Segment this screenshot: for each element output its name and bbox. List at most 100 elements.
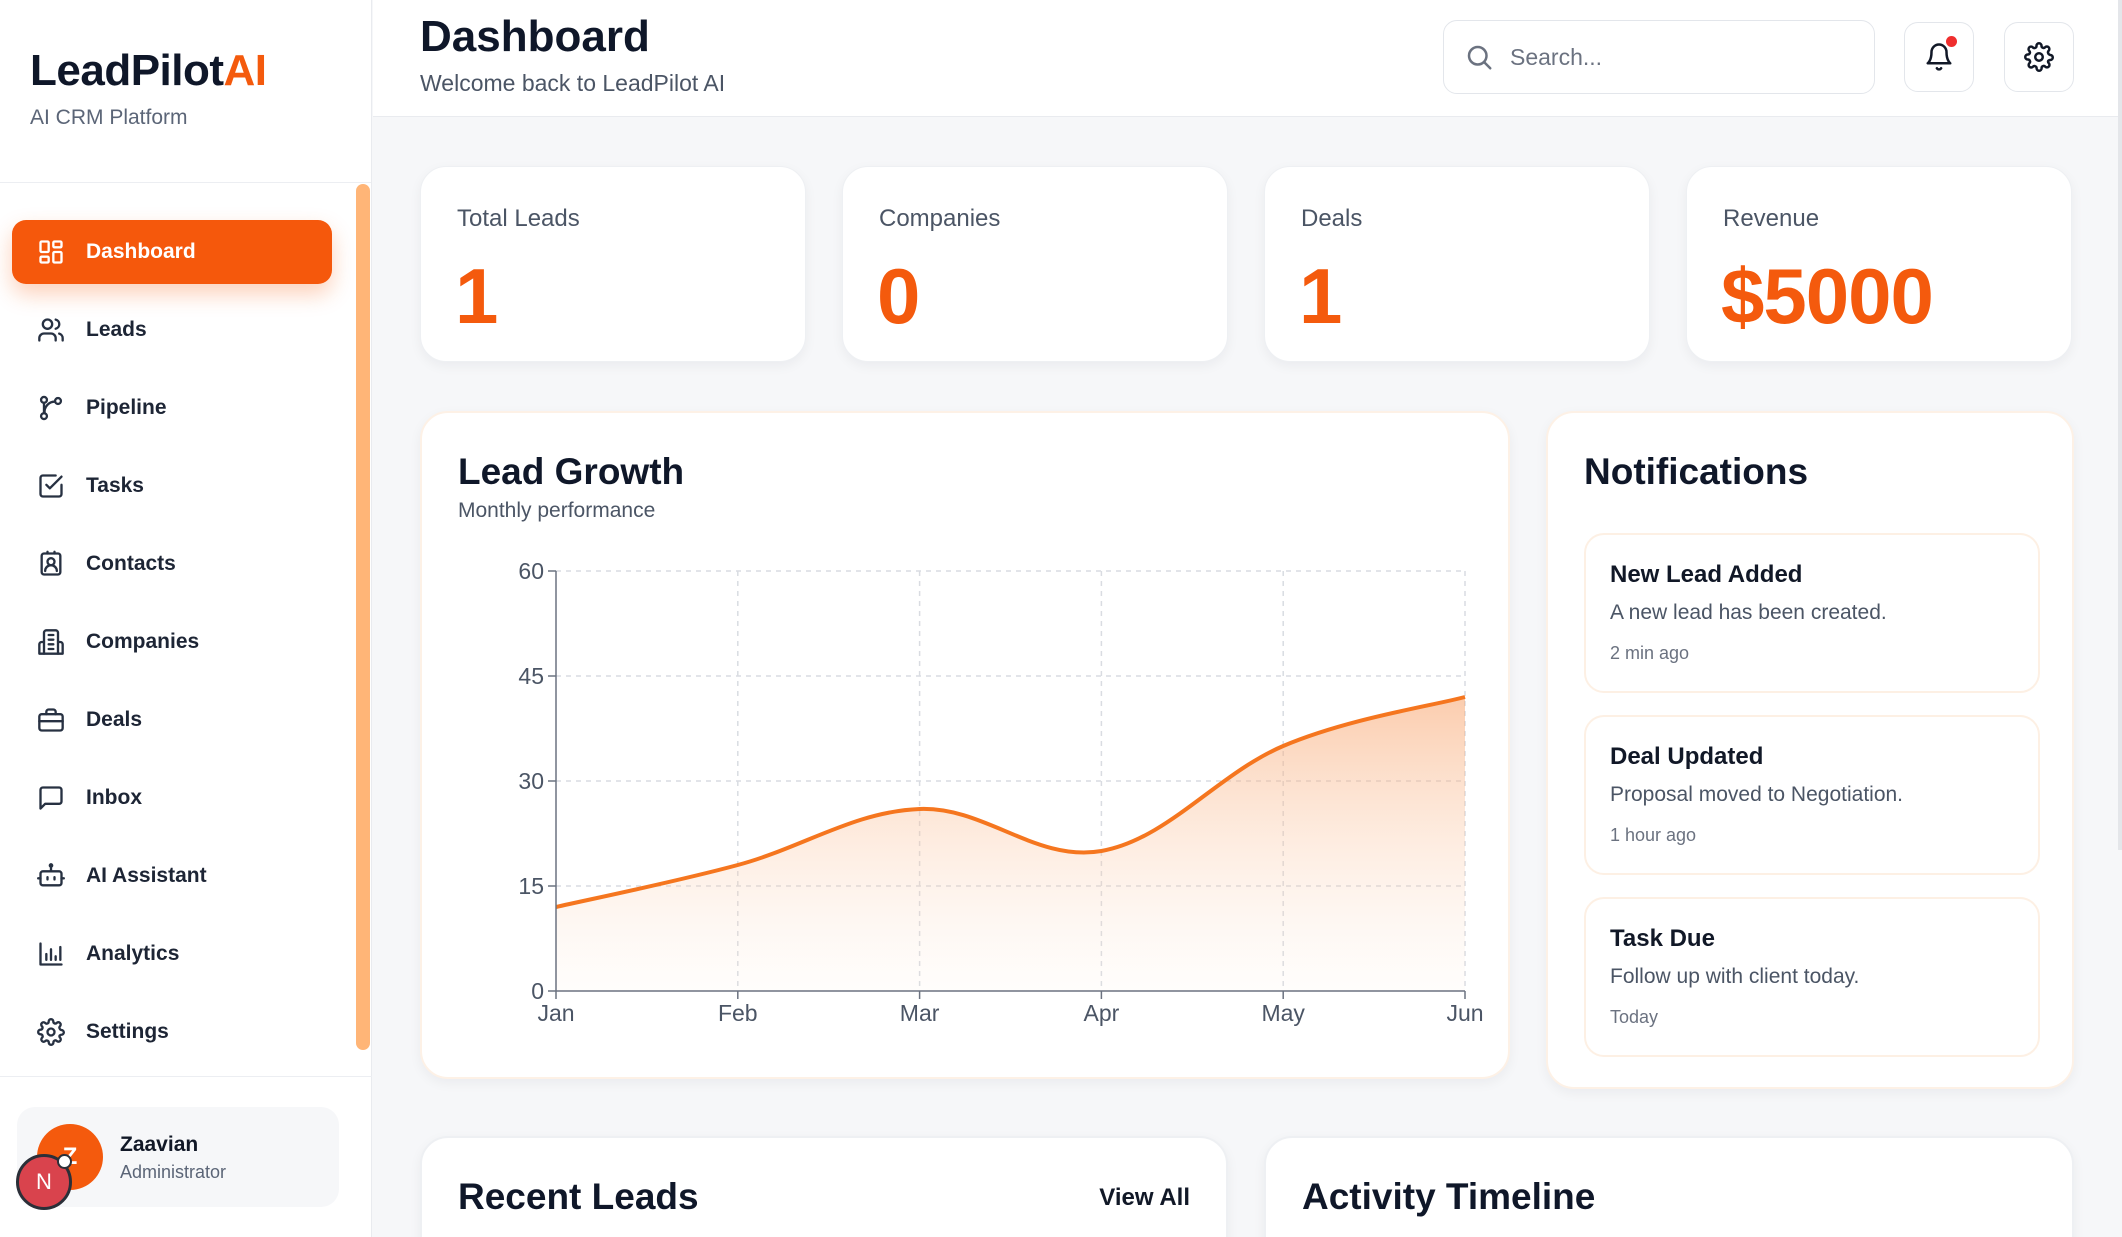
briefcase-icon <box>36 705 66 735</box>
recent-leads-title: Recent Leads <box>458 1176 699 1217</box>
notification-time: Today <box>1610 1007 1659 1027</box>
git-branch-icon <box>36 393 66 423</box>
stat-card-deals: Deals 1 <box>1264 166 1650 362</box>
stat-value: 1 <box>1299 252 1342 340</box>
y-tick-label: 0 <box>531 978 544 1004</box>
overlay-status-dot <box>57 1154 72 1169</box>
activity-timeline-panel: Activity Timeline <box>1264 1136 2074 1237</box>
chart-title: Lead Growth <box>458 451 685 492</box>
sidebar-item-label: Dashboard <box>86 240 196 263</box>
dashboard-icon <box>36 237 66 267</box>
recent-leads-panel: Recent Leads View All <box>420 1136 1228 1237</box>
users-icon <box>36 315 66 345</box>
sidebar-item-leads[interactable]: Leads <box>12 298 332 362</box>
sidebar-item-label: Leads <box>86 318 147 341</box>
notification-title: Task Due <box>1610 925 1715 952</box>
sidebar-item-pipeline[interactable]: Pipeline <box>12 376 332 440</box>
notifications-button[interactable] <box>1904 22 1974 92</box>
brand-header: LeadPilotAI AI CRM Platform <box>0 0 371 183</box>
brand-subtitle: AI CRM Platform <box>30 106 188 129</box>
y-tick-label: 15 <box>518 873 544 899</box>
search-input[interactable] <box>1510 43 1840 71</box>
topbar: Dashboard Welcome back to LeadPilot AI <box>373 0 2122 117</box>
stat-label: Revenue <box>1723 205 1820 232</box>
page-title: Dashboard <box>420 12 650 61</box>
notification-time: 2 min ago <box>1610 643 1690 663</box>
x-tick-label: Mar <box>900 1000 940 1026</box>
contact-card-icon <box>36 549 66 579</box>
sidebar-scrollbar[interactable] <box>356 184 370 1050</box>
x-tick-label: Feb <box>718 1000 758 1026</box>
chart-subtitle: Monthly performance <box>458 499 656 522</box>
lead-growth-chart: 0 15 30 45 60 Jan Feb Mar Apr May Jun <box>518 558 1483 1026</box>
stat-value: $5000 <box>1721 252 1934 340</box>
stat-label: Total Leads <box>457 205 580 232</box>
sidebar-item-label: Deals <box>86 708 143 731</box>
notification-body: A new lead has been created. <box>1610 601 1887 624</box>
notification-dot <box>1946 36 1957 47</box>
sidebar-item-ai-assistant[interactable]: AI Assistant <box>12 844 332 908</box>
settings-button[interactable] <box>2004 22 2074 92</box>
sidebar-item-contacts[interactable]: Contacts <box>12 532 332 596</box>
search-box[interactable] <box>1443 20 1875 94</box>
bar-chart-icon <box>36 939 66 969</box>
sidebar-item-settings[interactable]: Settings <box>12 1000 332 1064</box>
sidebar-item-label: Pipeline <box>86 396 167 419</box>
gear-icon <box>2024 42 2054 72</box>
notification-body: Proposal moved to Negotiation. <box>1610 783 1904 806</box>
page-scrollbar[interactable] <box>2118 0 2122 850</box>
notification-item[interactable]: Task Due Follow up with client today. To… <box>1584 897 2040 1057</box>
sidebar-nav: Dashboard Leads Pipeline Tasks Contacts … <box>12 220 332 1078</box>
stat-card-companies: Companies 0 <box>842 166 1228 362</box>
x-tick-label: Jun <box>1446 1000 1483 1026</box>
lead-growth-panel: Lead Growth Monthly performance 0 15 30 45 6… <box>420 411 1510 1079</box>
notifications-panel: Notifications New Lead Added A new lead … <box>1546 411 2074 1089</box>
stat-card-total-leads: Total Leads 1 <box>420 166 806 362</box>
sidebar-item-deals[interactable]: Deals <box>12 688 332 752</box>
x-tick-label: Jan <box>537 1000 574 1026</box>
notification-title: Deal Updated <box>1610 743 1764 770</box>
user-role: Administrator <box>120 1162 227 1182</box>
sidebar-item-label: Inbox <box>86 786 142 809</box>
sidebar-item-companies[interactable]: Companies <box>12 610 332 674</box>
user-name: Zaavian <box>120 1133 199 1156</box>
check-square-icon <box>36 471 66 501</box>
stat-label: Deals <box>1301 205 1363 232</box>
sidebar-item-label: Settings <box>86 1020 169 1043</box>
notifications-title: Notifications <box>1584 451 1809 492</box>
activity-timeline-title: Activity Timeline <box>1302 1176 1596 1217</box>
gear-icon <box>36 1017 66 1047</box>
sidebar-item-label: Companies <box>86 630 200 653</box>
sidebar-item-label: Contacts <box>86 552 176 575</box>
chart-series-line <box>555 695 1466 909</box>
stat-value: 1 <box>455 252 498 340</box>
stat-label: Companies <box>879 205 1001 232</box>
user-profile-card[interactable]: Z Zaavian Administrator <box>17 1107 339 1207</box>
y-tick-label: 30 <box>518 768 544 794</box>
sidebar-item-analytics[interactable]: Analytics <box>12 922 332 986</box>
x-tick-label: May <box>1261 1000 1305 1026</box>
sidebar-item-label: Tasks <box>86 474 144 497</box>
y-tick-label: 45 <box>518 663 544 689</box>
notification-item[interactable]: Deal Updated Proposal moved to Negotiati… <box>1584 715 2040 875</box>
sidebar-item-tasks[interactable]: Tasks <box>12 454 332 518</box>
bot-icon <box>36 861 66 891</box>
notification-title: New Lead Added <box>1610 561 1803 588</box>
search-icon <box>1467 45 1492 70</box>
x-tick-label: Apr <box>1084 1000 1120 1026</box>
y-tick-label: 60 <box>518 558 544 584</box>
sidebar-item-inbox[interactable]: Inbox <box>12 766 332 830</box>
notification-time: 1 hour ago <box>1610 825 1697 845</box>
notification-item[interactable]: New Lead Added A new lead has been creat… <box>1584 533 2040 693</box>
sidebar-item-label: AI Assistant <box>86 864 207 887</box>
sidebar-item-dashboard[interactable]: Dashboard <box>12 220 332 284</box>
building-icon <box>36 627 66 657</box>
sidebar: LeadPilotAI AI CRM Platform Dashboard Le… <box>0 0 372 1237</box>
sidebar-item-label: Analytics <box>86 942 180 965</box>
notification-body: Follow up with client today. <box>1610 965 1860 988</box>
page-subtitle: Welcome back to LeadPilot AI <box>420 70 726 96</box>
sidebar-footer: Z Zaavian Administrator <box>0 1076 372 1237</box>
brand-logo[interactable]: LeadPilotAI <box>30 46 267 95</box>
view-all-link[interactable]: View All <box>1099 1184 1190 1211</box>
stat-value: 0 <box>877 252 920 340</box>
